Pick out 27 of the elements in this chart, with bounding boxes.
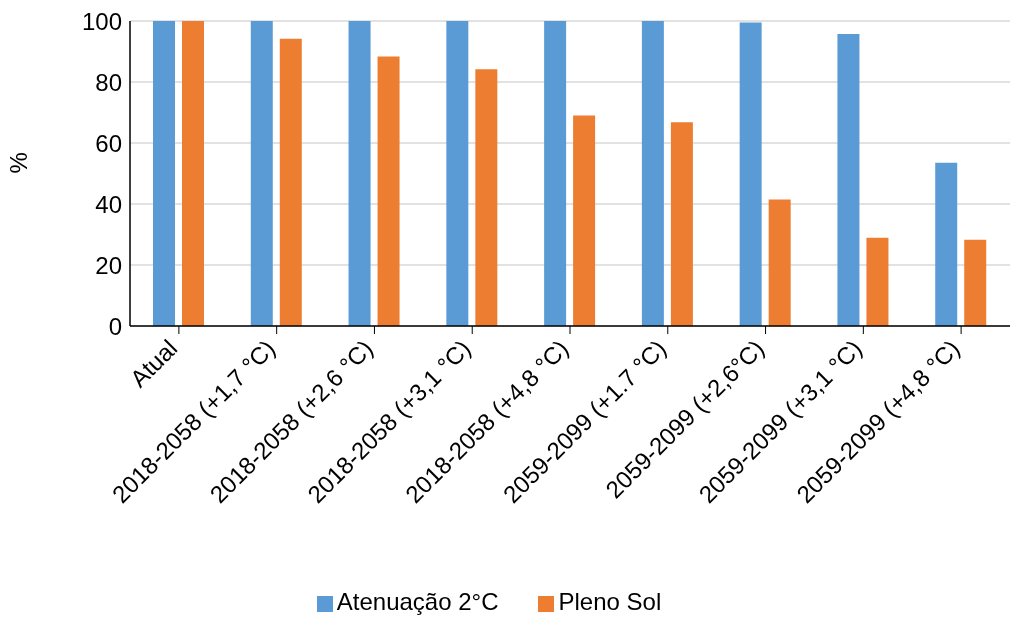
y-tick-label: 80 <box>95 68 122 96</box>
y-tick-label: 100 <box>81 7 122 35</box>
y-axis-title: % <box>4 152 32 174</box>
bar <box>182 21 204 326</box>
y-tick-label: 40 <box>95 190 122 218</box>
bar <box>544 21 567 326</box>
bar <box>377 56 400 326</box>
bar <box>573 115 596 326</box>
legend-label: Atenuação 2°C <box>336 588 499 615</box>
bar <box>768 199 791 326</box>
bar <box>739 22 762 326</box>
bar <box>866 237 889 326</box>
bar <box>964 239 987 326</box>
y-tick-label: 0 <box>108 312 122 340</box>
bar <box>348 21 371 326</box>
bar <box>641 21 664 326</box>
bar <box>475 69 498 326</box>
bar <box>837 34 860 326</box>
bar <box>250 21 273 326</box>
legend-label: Pleno Sol <box>558 588 662 615</box>
bar <box>446 21 469 326</box>
y-tick-label: 60 <box>95 129 122 157</box>
bar <box>153 21 175 326</box>
bar <box>670 122 693 326</box>
y-tick-label: 20 <box>95 251 122 279</box>
bar <box>935 162 958 326</box>
bar <box>279 38 302 326</box>
